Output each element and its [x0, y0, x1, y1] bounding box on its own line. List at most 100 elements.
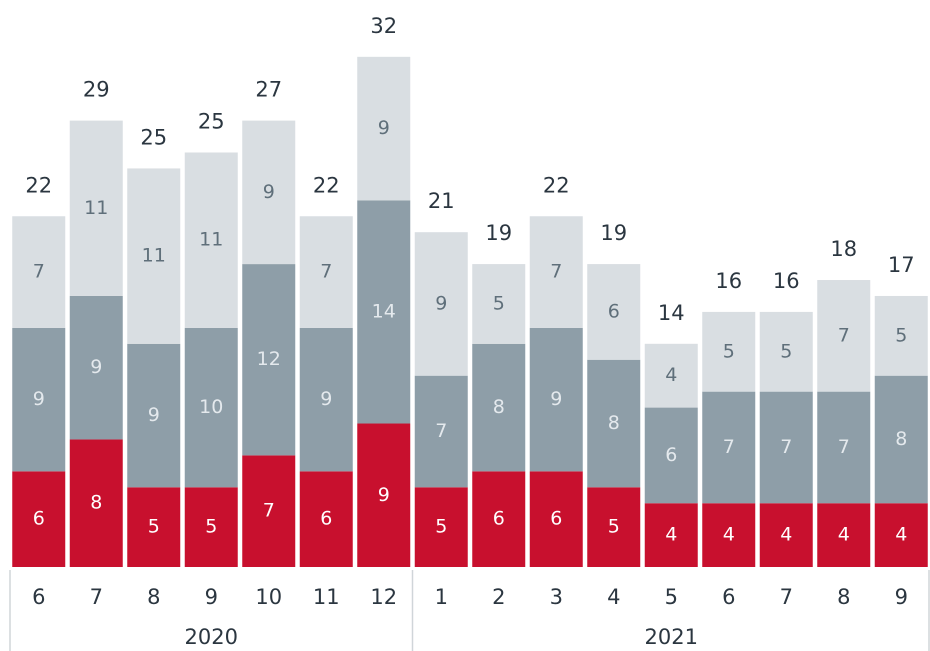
segment-label: 8 [895, 428, 907, 450]
bar-segment [299, 471, 353, 567]
bar-segment [472, 264, 526, 344]
segment-label: 5 [205, 516, 217, 538]
bar-segment [587, 264, 641, 360]
bar-segment [242, 455, 296, 567]
x-tick-label: 10 [255, 585, 282, 609]
total-label: 19 [485, 221, 512, 245]
segment-label: 9 [378, 117, 390, 139]
bar-segment [414, 375, 468, 488]
segment-label: 7 [33, 261, 45, 283]
total-label: 17 [888, 253, 915, 277]
segment-label: 4 [723, 524, 735, 546]
bar-segment [529, 216, 583, 328]
bar-segment [874, 375, 928, 504]
total-label: 22 [25, 173, 52, 197]
segment-label: 5 [895, 324, 907, 346]
bar-segment [587, 487, 641, 567]
bar-segment [529, 471, 583, 567]
segment-label: 6 [33, 508, 45, 530]
x-tick-label: 3 [550, 585, 563, 609]
bar-segment [12, 216, 66, 328]
total-label: 19 [600, 221, 627, 245]
segment-label: 9 [378, 484, 390, 506]
bar-segment [357, 56, 411, 201]
bar-segment [242, 264, 296, 456]
bar-segment [184, 152, 238, 328]
total-label: 22 [313, 173, 340, 197]
x-tick-label: 12 [370, 585, 397, 609]
segment-label: 11 [142, 245, 166, 267]
segment-label: 9 [148, 404, 160, 426]
segment-label: 9 [435, 292, 447, 314]
segment-label: 5 [723, 340, 735, 362]
total-label: 27 [255, 78, 282, 102]
segment-label: 8 [608, 412, 620, 434]
bar-segment [874, 503, 928, 567]
x-tick-label: 8 [837, 585, 850, 609]
bar-segment [644, 407, 698, 504]
bar-segment [242, 120, 296, 265]
bar-segment [702, 503, 756, 567]
segment-label: 7 [435, 420, 447, 442]
bar-segment [759, 311, 813, 392]
total-label: 22 [543, 173, 570, 197]
segment-label: 14 [372, 300, 396, 322]
bar-segment [472, 471, 526, 567]
bar-segment [299, 216, 353, 328]
segment-label: 5 [493, 292, 505, 314]
x-tick-label: 7 [780, 585, 793, 609]
x-tick-label: 9 [895, 585, 908, 609]
bar-segment [414, 487, 468, 567]
segment-label: 4 [838, 524, 850, 546]
segment-label: 11 [199, 229, 223, 251]
total-label: 14 [658, 301, 685, 325]
segment-label: 5 [608, 516, 620, 538]
segment-label: 9 [90, 356, 102, 378]
bar-segment [12, 471, 66, 567]
x-tick-label: 4 [607, 585, 620, 609]
bar-segment [414, 232, 468, 376]
bar-segment [127, 168, 181, 344]
x-tick-label: 6 [722, 585, 735, 609]
segment-label: 12 [257, 348, 281, 370]
segment-label: 4 [665, 364, 677, 386]
bar-segment [759, 503, 813, 567]
bar-segment [817, 391, 871, 504]
segment-label: 6 [320, 508, 332, 530]
total-label: 21 [428, 189, 455, 213]
total-label: 18 [830, 237, 857, 261]
segment-label: 4 [895, 524, 907, 546]
bar-segment [184, 327, 238, 488]
bar-segment [587, 359, 641, 488]
segment-label: 7 [723, 436, 735, 458]
bar-segment [817, 503, 871, 567]
segment-label: 7 [838, 324, 850, 346]
x-tick-label: 7 [90, 585, 103, 609]
segment-label: 10 [199, 396, 223, 418]
bar-segment [69, 439, 123, 567]
segment-label: 4 [780, 524, 792, 546]
x-group-label: 2021 [645, 625, 698, 649]
segment-label: 7 [838, 436, 850, 458]
segment-label: 7 [550, 261, 562, 283]
segment-label: 5 [148, 516, 160, 538]
segment-label: 5 [435, 516, 447, 538]
x-tick-label: 6 [32, 585, 45, 609]
bar-segment [817, 280, 871, 392]
bar-segment [759, 391, 813, 504]
bar-segment [702, 391, 756, 504]
total-label: 25 [198, 109, 225, 133]
total-label: 16 [773, 269, 800, 293]
x-group-label: 2020 [185, 625, 238, 649]
x-tick-label: 8 [147, 585, 160, 609]
bar-segment [472, 343, 526, 472]
total-label: 32 [370, 14, 397, 38]
segment-label: 9 [263, 181, 275, 203]
bar-segment [299, 327, 353, 472]
x-tick-label: 5 [665, 585, 678, 609]
segment-label: 8 [90, 492, 102, 514]
bar-segment [529, 327, 583, 472]
segment-label: 6 [493, 508, 505, 530]
x-tick-label: 1 [435, 585, 448, 609]
